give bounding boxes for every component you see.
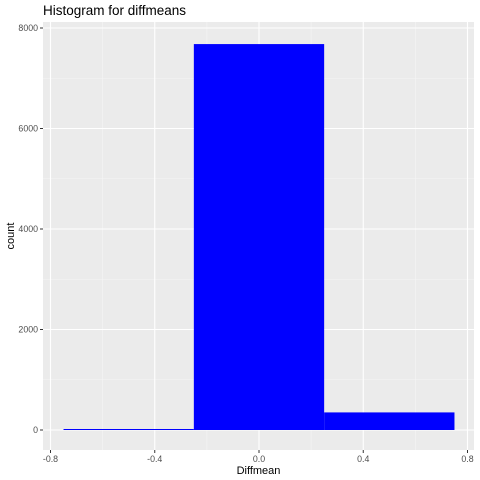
y-axis-title: count — [5, 223, 17, 250]
histogram-bars — [63, 44, 455, 430]
x-tick-label: -0.4 — [147, 454, 162, 464]
x-tick-label: 0.4 — [357, 454, 369, 464]
histogram-bar-2 — [193, 44, 325, 430]
y-tick-label: 8000 — [18, 23, 38, 33]
x-tick-label: 0.0 — [253, 454, 265, 464]
y-tick-label: 4000 — [18, 224, 38, 234]
x-tick-label: 0.8 — [461, 454, 473, 464]
histogram-bar-3 — [324, 412, 455, 430]
y-tick-label: 6000 — [18, 124, 38, 134]
y-tick-label: 2000 — [18, 325, 38, 335]
histogram-bar-1 — [63, 429, 194, 430]
x-tick-label: -0.8 — [43, 454, 58, 464]
x-axis: -0.8 -0.4 0.0 0.4 0.8 — [43, 450, 474, 464]
chart-title: Histogram for diffmeans — [43, 3, 186, 18]
y-tick-label: 0 — [33, 425, 38, 435]
y-axis: 0 2000 4000 6000 8000 — [18, 23, 43, 435]
x-axis-title: Diffmean — [237, 465, 281, 477]
